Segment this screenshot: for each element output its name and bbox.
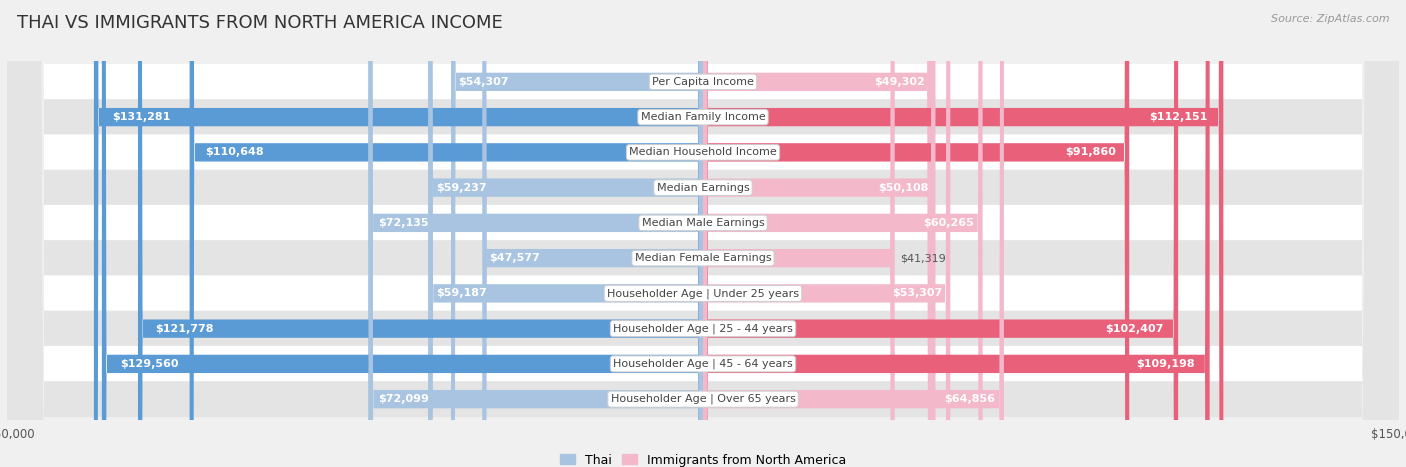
FancyBboxPatch shape — [7, 0, 1399, 467]
Text: $112,151: $112,151 — [1149, 112, 1208, 122]
FancyBboxPatch shape — [703, 0, 1223, 467]
FancyBboxPatch shape — [94, 0, 703, 467]
FancyBboxPatch shape — [703, 0, 983, 467]
FancyBboxPatch shape — [7, 0, 1399, 467]
FancyBboxPatch shape — [703, 0, 1129, 467]
FancyBboxPatch shape — [703, 0, 1178, 467]
Text: $64,856: $64,856 — [943, 394, 995, 404]
Text: $50,108: $50,108 — [879, 183, 928, 192]
Text: $49,302: $49,302 — [875, 77, 925, 87]
FancyBboxPatch shape — [451, 0, 703, 467]
FancyBboxPatch shape — [482, 0, 703, 467]
Text: $121,778: $121,778 — [155, 324, 214, 333]
Text: $60,265: $60,265 — [924, 218, 974, 228]
Text: $47,577: $47,577 — [489, 253, 540, 263]
Text: Householder Age | 25 - 44 years: Householder Age | 25 - 44 years — [613, 323, 793, 334]
FancyBboxPatch shape — [703, 0, 1004, 467]
Text: Householder Age | 45 - 64 years: Householder Age | 45 - 64 years — [613, 359, 793, 369]
FancyBboxPatch shape — [368, 0, 703, 467]
Text: $54,307: $54,307 — [458, 77, 509, 87]
FancyBboxPatch shape — [7, 0, 1399, 467]
Text: $72,135: $72,135 — [378, 218, 429, 228]
Text: $131,281: $131,281 — [112, 112, 170, 122]
FancyBboxPatch shape — [7, 0, 1399, 467]
Text: THAI VS IMMIGRANTS FROM NORTH AMERICA INCOME: THAI VS IMMIGRANTS FROM NORTH AMERICA IN… — [17, 14, 502, 32]
Text: $72,099: $72,099 — [378, 394, 429, 404]
FancyBboxPatch shape — [7, 0, 1399, 467]
FancyBboxPatch shape — [368, 0, 703, 467]
FancyBboxPatch shape — [703, 0, 894, 467]
FancyBboxPatch shape — [7, 0, 1399, 467]
FancyBboxPatch shape — [703, 0, 932, 467]
Text: Per Capita Income: Per Capita Income — [652, 77, 754, 87]
FancyBboxPatch shape — [429, 0, 703, 467]
FancyBboxPatch shape — [703, 0, 935, 467]
Text: $110,648: $110,648 — [205, 148, 264, 157]
Text: $102,407: $102,407 — [1105, 324, 1164, 333]
Text: Median Family Income: Median Family Income — [641, 112, 765, 122]
Text: Median Household Income: Median Household Income — [628, 148, 778, 157]
Text: Median Female Earnings: Median Female Earnings — [634, 253, 772, 263]
FancyBboxPatch shape — [7, 0, 1399, 467]
FancyBboxPatch shape — [190, 0, 703, 467]
Text: $109,198: $109,198 — [1136, 359, 1195, 369]
Text: Source: ZipAtlas.com: Source: ZipAtlas.com — [1271, 14, 1389, 24]
FancyBboxPatch shape — [703, 0, 950, 467]
FancyBboxPatch shape — [138, 0, 703, 467]
Text: $53,307: $53,307 — [893, 289, 943, 298]
FancyBboxPatch shape — [101, 0, 703, 467]
Text: Median Male Earnings: Median Male Earnings — [641, 218, 765, 228]
FancyBboxPatch shape — [429, 0, 703, 467]
Text: Median Earnings: Median Earnings — [657, 183, 749, 192]
FancyBboxPatch shape — [703, 0, 1209, 467]
Text: $59,187: $59,187 — [437, 289, 488, 298]
Text: $59,237: $59,237 — [436, 183, 486, 192]
FancyBboxPatch shape — [7, 0, 1399, 467]
Text: Householder Age | Under 25 years: Householder Age | Under 25 years — [607, 288, 799, 298]
Text: $41,319: $41,319 — [900, 253, 946, 263]
FancyBboxPatch shape — [7, 0, 1399, 467]
Legend: Thai, Immigrants from North America: Thai, Immigrants from North America — [555, 449, 851, 467]
Text: Householder Age | Over 65 years: Householder Age | Over 65 years — [610, 394, 796, 404]
FancyBboxPatch shape — [7, 0, 1399, 467]
Text: $129,560: $129,560 — [120, 359, 179, 369]
Text: $91,860: $91,860 — [1066, 148, 1116, 157]
